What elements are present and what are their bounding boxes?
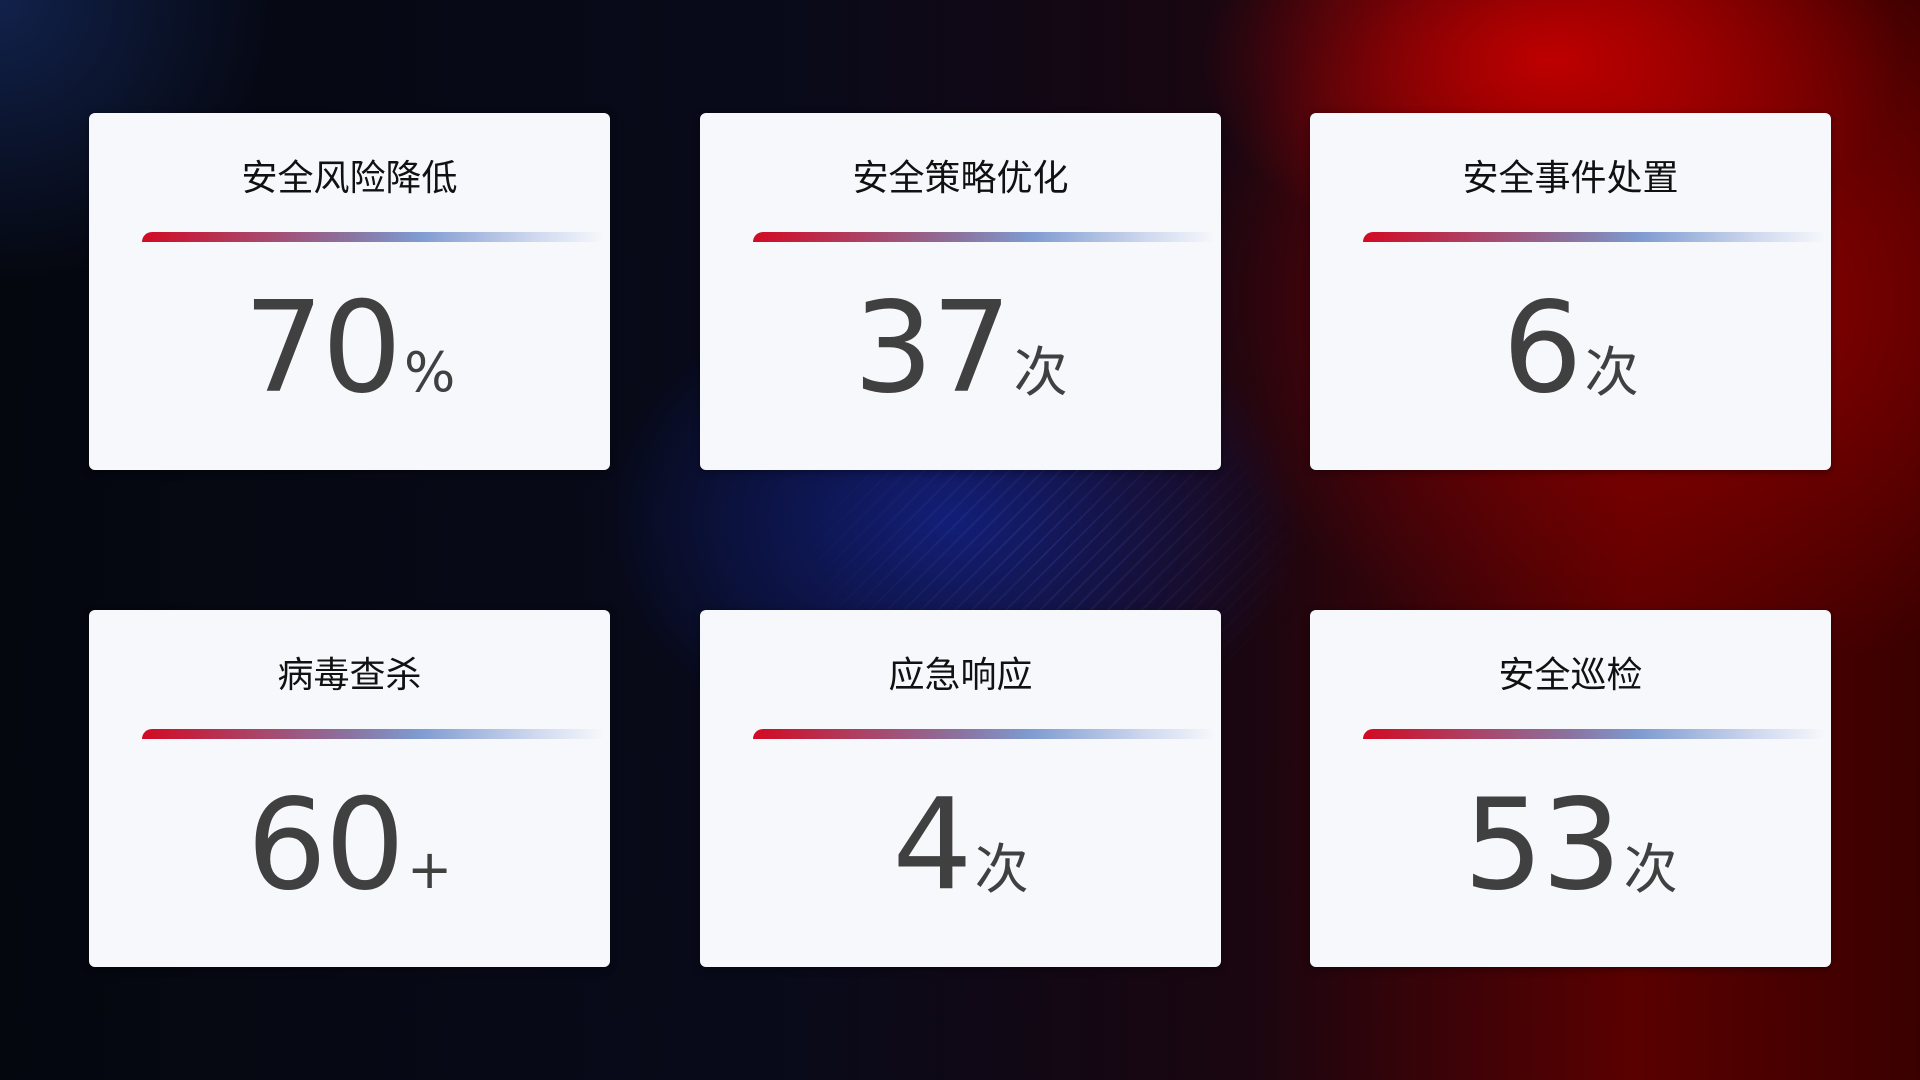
gradient-divider — [1363, 232, 1825, 242]
value-number: 6 — [1502, 274, 1582, 421]
card-value: 6次 — [1310, 278, 1831, 418]
metric-card-emergency-response: 应急响应 4次 — [700, 610, 1221, 967]
value-number: 53 — [1463, 771, 1621, 918]
card-value: 70% — [89, 278, 610, 418]
card-value: 60+ — [89, 775, 610, 915]
card-title: 安全风险降低 — [241, 158, 458, 199]
value-number: 37 — [853, 274, 1011, 421]
card-value: 4次 — [700, 775, 1221, 915]
card-title: 安全事件处置 — [1462, 158, 1679, 199]
value-number: 60 — [246, 771, 405, 918]
value-unit: % — [404, 341, 456, 404]
card-title: 病毒查杀 — [277, 655, 422, 696]
card-value: 37次 — [700, 278, 1221, 418]
value-unit: + — [407, 838, 453, 901]
value-number: 70 — [243, 274, 402, 421]
metric-card-risk-reduction: 安全风险降低 70% — [89, 113, 610, 470]
metric-card-policy-optimization: 安全策略优化 37次 — [700, 113, 1221, 470]
gradient-divider — [753, 232, 1215, 242]
value-unit: 次 — [1013, 341, 1068, 404]
value-unit: 次 — [1623, 838, 1678, 901]
value-unit: 次 — [1584, 341, 1639, 404]
metric-card-incident-handling: 安全事件处置 6次 — [1310, 113, 1831, 470]
card-title: 应急响应 — [888, 655, 1033, 696]
card-title: 安全巡检 — [1498, 655, 1643, 696]
gradient-divider — [1363, 729, 1825, 739]
card-title: 安全策略优化 — [852, 158, 1069, 199]
gradient-divider — [142, 232, 604, 242]
gradient-divider — [753, 729, 1215, 739]
value-number: 4 — [892, 771, 972, 918]
metric-card-security-inspection: 安全巡检 53次 — [1310, 610, 1831, 967]
value-unit: 次 — [974, 838, 1029, 901]
gradient-divider — [142, 729, 604, 739]
card-value: 53次 — [1310, 775, 1831, 915]
metric-card-virus-removal: 病毒查杀 60+ — [89, 610, 610, 967]
